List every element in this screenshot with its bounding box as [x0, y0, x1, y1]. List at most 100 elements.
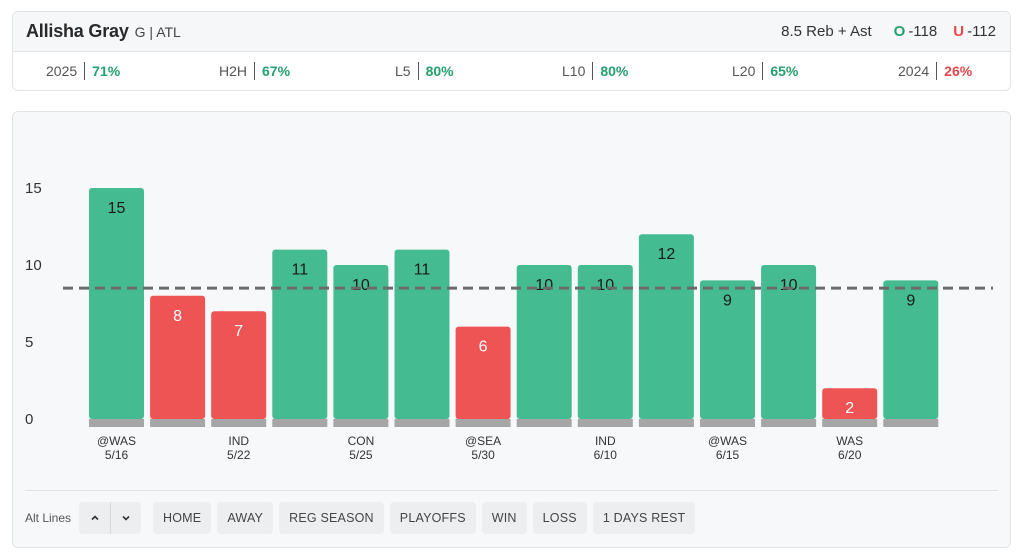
bar[interactable]	[150, 295, 206, 419]
stat-label: L20	[732, 63, 756, 79]
x-tick-opponent: IND	[595, 434, 616, 448]
bar[interactable]	[516, 265, 572, 419]
under-odds-button[interactable]: U -112	[953, 23, 996, 40]
stat-l20[interactable]: L20 65%	[732, 52, 798, 90]
bar[interactable]	[455, 326, 511, 419]
stat-divider	[936, 62, 938, 80]
bar[interactable]	[761, 265, 817, 419]
bar-base	[211, 419, 267, 427]
x-tick-opponent: @WAS	[708, 434, 747, 448]
x-tick-opponent: @WAS	[97, 434, 136, 448]
bar-value-label: 11	[414, 262, 431, 279]
x-tick-date: 6/10	[594, 448, 618, 462]
bar[interactable]	[272, 249, 328, 419]
stat-2024[interactable]: 2024 26%	[898, 52, 972, 90]
bar-value-label: 9	[723, 292, 732, 309]
over-odds: -118	[908, 23, 938, 40]
stat-value: 71%	[92, 63, 121, 79]
filter-loss-button[interactable]: LOSS	[532, 502, 587, 534]
over-icon: O	[893, 23, 906, 40]
stat-divider	[762, 62, 764, 80]
over-odds-button[interactable]: O -118	[894, 23, 938, 40]
stat-divider	[254, 62, 256, 80]
filter-rest-button[interactable]: 1 DAYS REST	[592, 502, 696, 534]
stat-l10[interactable]: L10 80%	[562, 52, 628, 90]
prop-header: Allisha Gray G | ATL 8.5 Reb + Ast O -11…	[13, 12, 1010, 52]
bar[interactable]	[577, 265, 633, 419]
bar[interactable]	[638, 234, 694, 419]
player-meta: G | ATL	[134, 24, 181, 40]
bar-base	[638, 419, 694, 427]
player-info: Allisha Gray G | ATL	[26, 21, 181, 42]
bar[interactable]	[333, 265, 389, 419]
x-tick-opponent: WAS	[836, 434, 863, 448]
prop-info: 8.5 Reb + Ast O -118 U -112	[781, 23, 996, 40]
stat-divider	[592, 62, 594, 80]
bar-value-label: 9	[906, 292, 915, 309]
bar-base	[516, 419, 572, 427]
filter-home-button[interactable]: HOME	[153, 502, 212, 534]
stat-label: H2H	[219, 63, 248, 79]
bar-base	[89, 419, 144, 427]
x-tick-date: 5/22	[227, 448, 251, 462]
bar[interactable]	[211, 311, 267, 419]
bar[interactable]	[89, 188, 144, 419]
filter-playoffs-button[interactable]: PLAYOFFS	[389, 502, 476, 534]
bar-base	[455, 419, 511, 427]
stat-label: L10	[562, 63, 586, 79]
player-name[interactable]: Allisha Gray	[26, 21, 129, 41]
filter-win-button[interactable]: WIN	[481, 502, 527, 534]
stat-label: L5	[395, 63, 411, 79]
bar-value-label: 2	[845, 400, 854, 417]
bar-base	[883, 419, 939, 427]
bar-value-label: 15	[108, 200, 126, 217]
bar-value-label: 8	[173, 308, 182, 325]
stat-value: 26%	[944, 63, 973, 79]
alt-line-stepper	[79, 502, 142, 534]
bar-value-label: 10	[596, 277, 614, 294]
y-tick-label: 0	[25, 411, 33, 428]
bar-value-label: 6	[479, 339, 488, 356]
x-tick-date: 5/30	[471, 448, 495, 462]
bar[interactable]	[822, 388, 878, 419]
bar-value-label: 12	[658, 246, 676, 263]
bar-value-label: 10	[535, 277, 553, 294]
bar-base	[333, 419, 389, 427]
stat-value: 80%	[600, 63, 629, 79]
bar-value-label: 10	[780, 277, 798, 294]
stat-value: 65%	[770, 63, 799, 79]
y-tick-label: 15	[25, 180, 42, 197]
filter-reg-season-button[interactable]: REG SEASON	[279, 502, 384, 534]
stat-label: 2024	[898, 63, 930, 79]
stat-h2h[interactable]: H2H 67%	[219, 52, 290, 90]
stat-value: 80%	[425, 63, 454, 79]
stat-value: 67%	[262, 63, 291, 79]
bar-base	[577, 419, 633, 427]
x-tick-date: 5/25	[349, 448, 373, 462]
stat-divider	[84, 62, 86, 80]
hit-rate-stats: 2025 71% H2H 67% L5 80% L10 80% L20 65% …	[13, 52, 1010, 90]
bar[interactable]	[394, 249, 450, 419]
bar[interactable]	[700, 280, 755, 419]
stat-2025[interactable]: 2025 71%	[46, 52, 120, 90]
y-tick-label: 5	[25, 334, 33, 351]
bar-base	[761, 419, 817, 427]
prop-line: 8.5 Reb + Ast	[781, 23, 872, 40]
bar[interactable]	[883, 280, 939, 419]
controls-divider	[25, 490, 998, 491]
under-odds: -112	[967, 23, 996, 40]
filter-away-button[interactable]: AWAY	[217, 502, 274, 534]
alt-line-down-button[interactable]	[110, 502, 141, 534]
stat-label: 2025	[46, 63, 78, 79]
x-tick-opponent: CON	[348, 434, 375, 448]
stat-l5[interactable]: L5 80%	[395, 52, 454, 90]
bar-base	[822, 419, 878, 427]
under-icon: U	[953, 23, 965, 40]
x-tick-date: 6/20	[838, 448, 862, 462]
bar-base	[700, 419, 755, 427]
bar-value-label: 11	[291, 262, 308, 279]
chevron-down-icon	[122, 515, 130, 521]
alt-line-up-button[interactable]	[79, 502, 110, 534]
stat-divider	[417, 62, 419, 80]
